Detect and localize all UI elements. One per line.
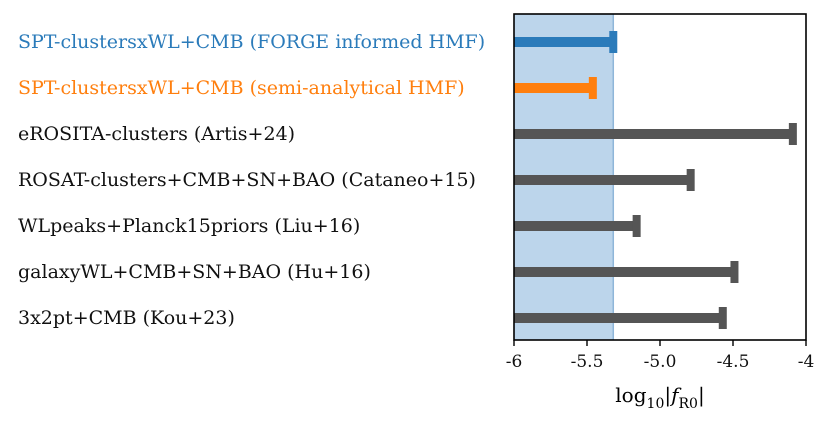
- x-tick-label: -4: [798, 352, 815, 372]
- row-label: eROSITA-clusters (Artis+24): [18, 123, 295, 145]
- row-label: SPT-clustersxWL+CMB (semi-analytical HMF…: [18, 77, 465, 99]
- row-label: SPT-clustersxWL+CMB (FORGE informed HMF): [18, 31, 485, 53]
- limit-cap: [788, 123, 797, 145]
- limit-bar: [514, 175, 691, 185]
- limit-cap: [609, 31, 618, 53]
- row-label: 3x2pt+CMB (Kou+23): [18, 307, 235, 329]
- limit-bar: [514, 267, 735, 277]
- limit-cap: [730, 261, 739, 283]
- limit-bar: [514, 129, 793, 139]
- row-label: galaxyWL+CMB+SN+BAO (Hu+16): [18, 261, 371, 283]
- limit-bar: [514, 221, 637, 231]
- limit-bar: [514, 313, 723, 323]
- x-axis-label: log10|fR0|: [615, 383, 704, 412]
- limit-cap: [632, 215, 641, 237]
- x-tick-label: -4.5: [717, 352, 750, 372]
- x-tick-label: -6: [506, 352, 523, 372]
- limit-cap: [588, 77, 597, 99]
- limit-bar: [514, 83, 593, 93]
- limit-cap: [718, 307, 727, 329]
- x-tick-label: -5.5: [571, 352, 604, 372]
- limit-bar: [514, 37, 614, 47]
- x-ticks-layer: -6 -5.5 -5.0 -4.5 -4: [506, 340, 815, 372]
- row-label: ROSAT-clusters+CMB+SN+BAO (Cataneo+15): [18, 169, 476, 191]
- x-tick-label: -5.0: [644, 352, 677, 372]
- row-label: WLpeaks+Planck15priors (Liu+16): [18, 215, 360, 237]
- row-labels-layer: SPT-clustersxWL+CMB (FORGE informed HMF)…: [18, 31, 485, 329]
- limit-cap: [686, 169, 695, 191]
- limit-bars-layer: [514, 31, 797, 329]
